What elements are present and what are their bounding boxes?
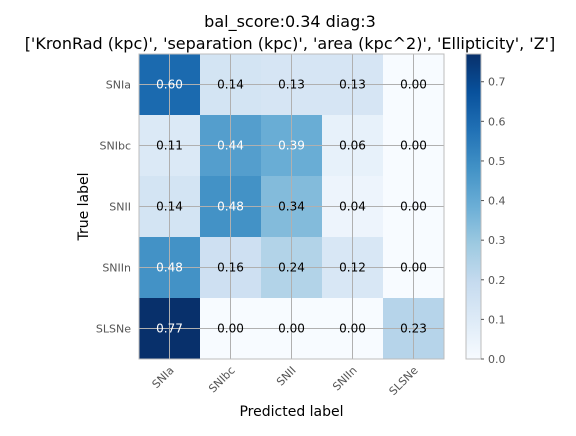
y-tick-label: SNII xyxy=(109,201,131,214)
colorbar-tick-label: 0.1 xyxy=(488,313,506,326)
colorbar-tick-label: 0.5 xyxy=(488,155,506,168)
colorbar-tick-label: 0.7 xyxy=(488,76,506,89)
y-tick-label: SNIbc xyxy=(100,140,132,153)
cell-value-label: 0.12 xyxy=(339,261,366,275)
x-tick-label: SNIbc xyxy=(206,364,237,395)
colorbar-tick-label: 0.6 xyxy=(488,115,506,128)
cell-value-label: 0.39 xyxy=(278,139,305,153)
cell-value-label: 0.23 xyxy=(400,322,427,336)
cell-value-label: 0.13 xyxy=(278,78,305,92)
y-axis-label: True label xyxy=(76,172,92,241)
x-tick-label: SNIa xyxy=(150,364,177,391)
colorbar-tick-labels: 0.0 0.1 0.2 0.3 0.4 0.5 0.6 0.7 xyxy=(481,76,506,366)
cell-value-label: 0.60 xyxy=(156,78,183,92)
x-tick-label: SNIIn xyxy=(330,364,359,393)
cell-value-label: 0.24 xyxy=(278,261,305,275)
grid-lines xyxy=(139,54,444,359)
cell-value-label: 0.00 xyxy=(400,139,427,153)
y-tick-label: SLSNe xyxy=(96,323,131,336)
cell-value-label: 0.06 xyxy=(339,139,366,153)
y-tick-label: SNIa xyxy=(106,79,131,92)
cell-value-label: 0.00 xyxy=(400,261,427,275)
x-axis-label: Predicted label xyxy=(239,404,343,420)
colorbar-tick-label: 0.0 xyxy=(488,353,506,366)
cell-value-label: 0.00 xyxy=(278,322,305,336)
x-tick-label: SNII xyxy=(274,364,299,389)
colorbar-tick-label: 0.2 xyxy=(488,274,506,287)
cell-value-label: 0.04 xyxy=(339,200,366,214)
plot-frame xyxy=(138,53,445,360)
x-tick-labels: SNIa SNIbc SNII SNIIn SLSNe xyxy=(150,364,421,398)
cell-value-label: 0.11 xyxy=(156,139,183,153)
cell-value-label: 0.00 xyxy=(339,322,366,336)
cell-value-label: 0.14 xyxy=(156,200,183,214)
colorbar xyxy=(465,53,482,360)
colorbar-tick-label: 0.4 xyxy=(488,195,506,208)
chart-title-line2: ['KronRad (kpc)', 'separation (kpc)', 'a… xyxy=(25,34,556,53)
cell-value-label: 0.16 xyxy=(217,261,244,275)
cell-value-label: 0.77 xyxy=(156,322,183,336)
chart-title-line1: bal_score:0.34 diag:3 xyxy=(204,12,376,32)
colorbar-tick-label: 0.3 xyxy=(488,234,506,247)
cell-value-label: 0.48 xyxy=(217,200,244,214)
cell-value-label: 0.34 xyxy=(278,200,305,214)
cell-value-label: 0.14 xyxy=(217,78,244,92)
cell-value-label: 0.44 xyxy=(217,139,244,153)
cell-value-label: 0.48 xyxy=(156,261,183,275)
x-tick-label: SLSNe xyxy=(387,364,421,398)
cell-value-label: 0.00 xyxy=(400,78,427,92)
cell-value-label: 0.00 xyxy=(400,200,427,214)
cell-value-label: 0.00 xyxy=(217,322,244,336)
cell-value-labels: 0.60 0.14 0.13 0.13 0.00 0.11 0.44 0.39 0.06 0.00… xyxy=(156,78,427,336)
cell-value-label: 0.13 xyxy=(339,78,366,92)
y-tick-labels: SNIa SNIbc SNII SNIIn SLSNe xyxy=(96,79,131,336)
y-tick-label: SNIIn xyxy=(102,262,131,275)
